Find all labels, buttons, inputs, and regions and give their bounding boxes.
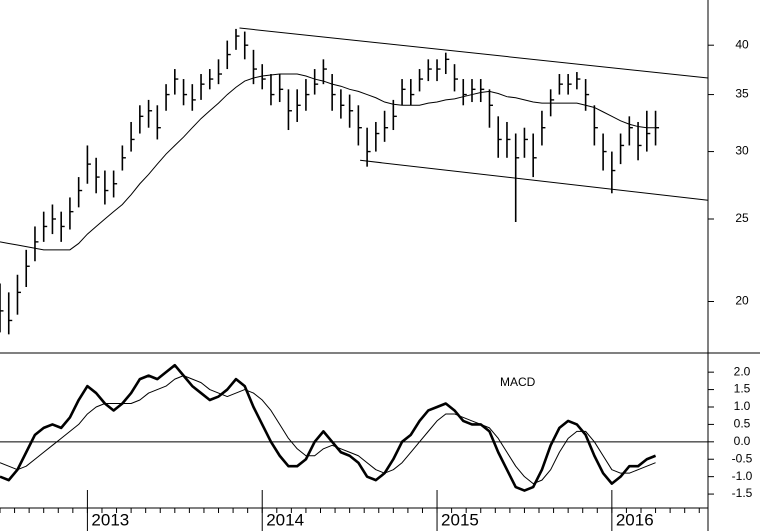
y-tick-label: 25 [735,211,749,225]
y-tick-label: 0.0 [734,434,751,448]
y-tick-label: 1.0 [734,399,751,413]
y-tick-label: 35 [735,87,749,101]
macd-line [0,363,657,492]
x-tick-label: 2013 [91,510,129,529]
y-tick-label: 30 [735,144,749,158]
trendline [239,27,709,79]
y-tick-label: 1.5 [734,382,751,396]
x-tick-label: 2016 [616,510,654,529]
x-tick-label: 2015 [441,510,479,529]
moving-average [0,73,656,251]
y-tick-label: 2.0 [734,364,751,378]
y-tick-label: 0.5 [734,417,751,431]
trendline [360,159,709,201]
macd-label: MACD [500,375,536,389]
macd-line [0,375,656,485]
y-tick-label: -1.0 [732,469,753,483]
y-tick-label: -0.5 [732,451,753,465]
y-tick-label: 40 [735,37,749,51]
x-tick-label: 2014 [266,510,304,529]
y-tick-label: -1.5 [732,486,753,500]
y-tick-label: 20 [735,294,749,308]
